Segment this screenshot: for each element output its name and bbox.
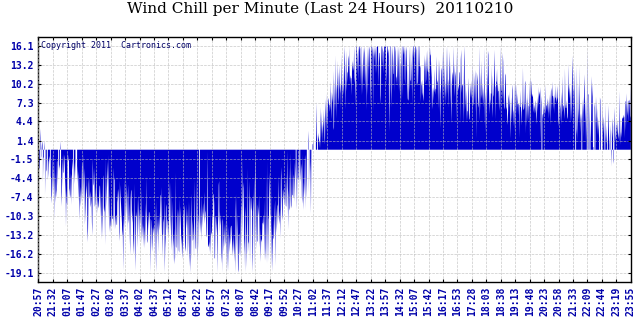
Text: Copyright 2011  Cartronics.com: Copyright 2011 Cartronics.com (42, 41, 191, 50)
Text: Wind Chill per Minute (Last 24 Hours)  20110210: Wind Chill per Minute (Last 24 Hours) 20… (127, 2, 513, 16)
